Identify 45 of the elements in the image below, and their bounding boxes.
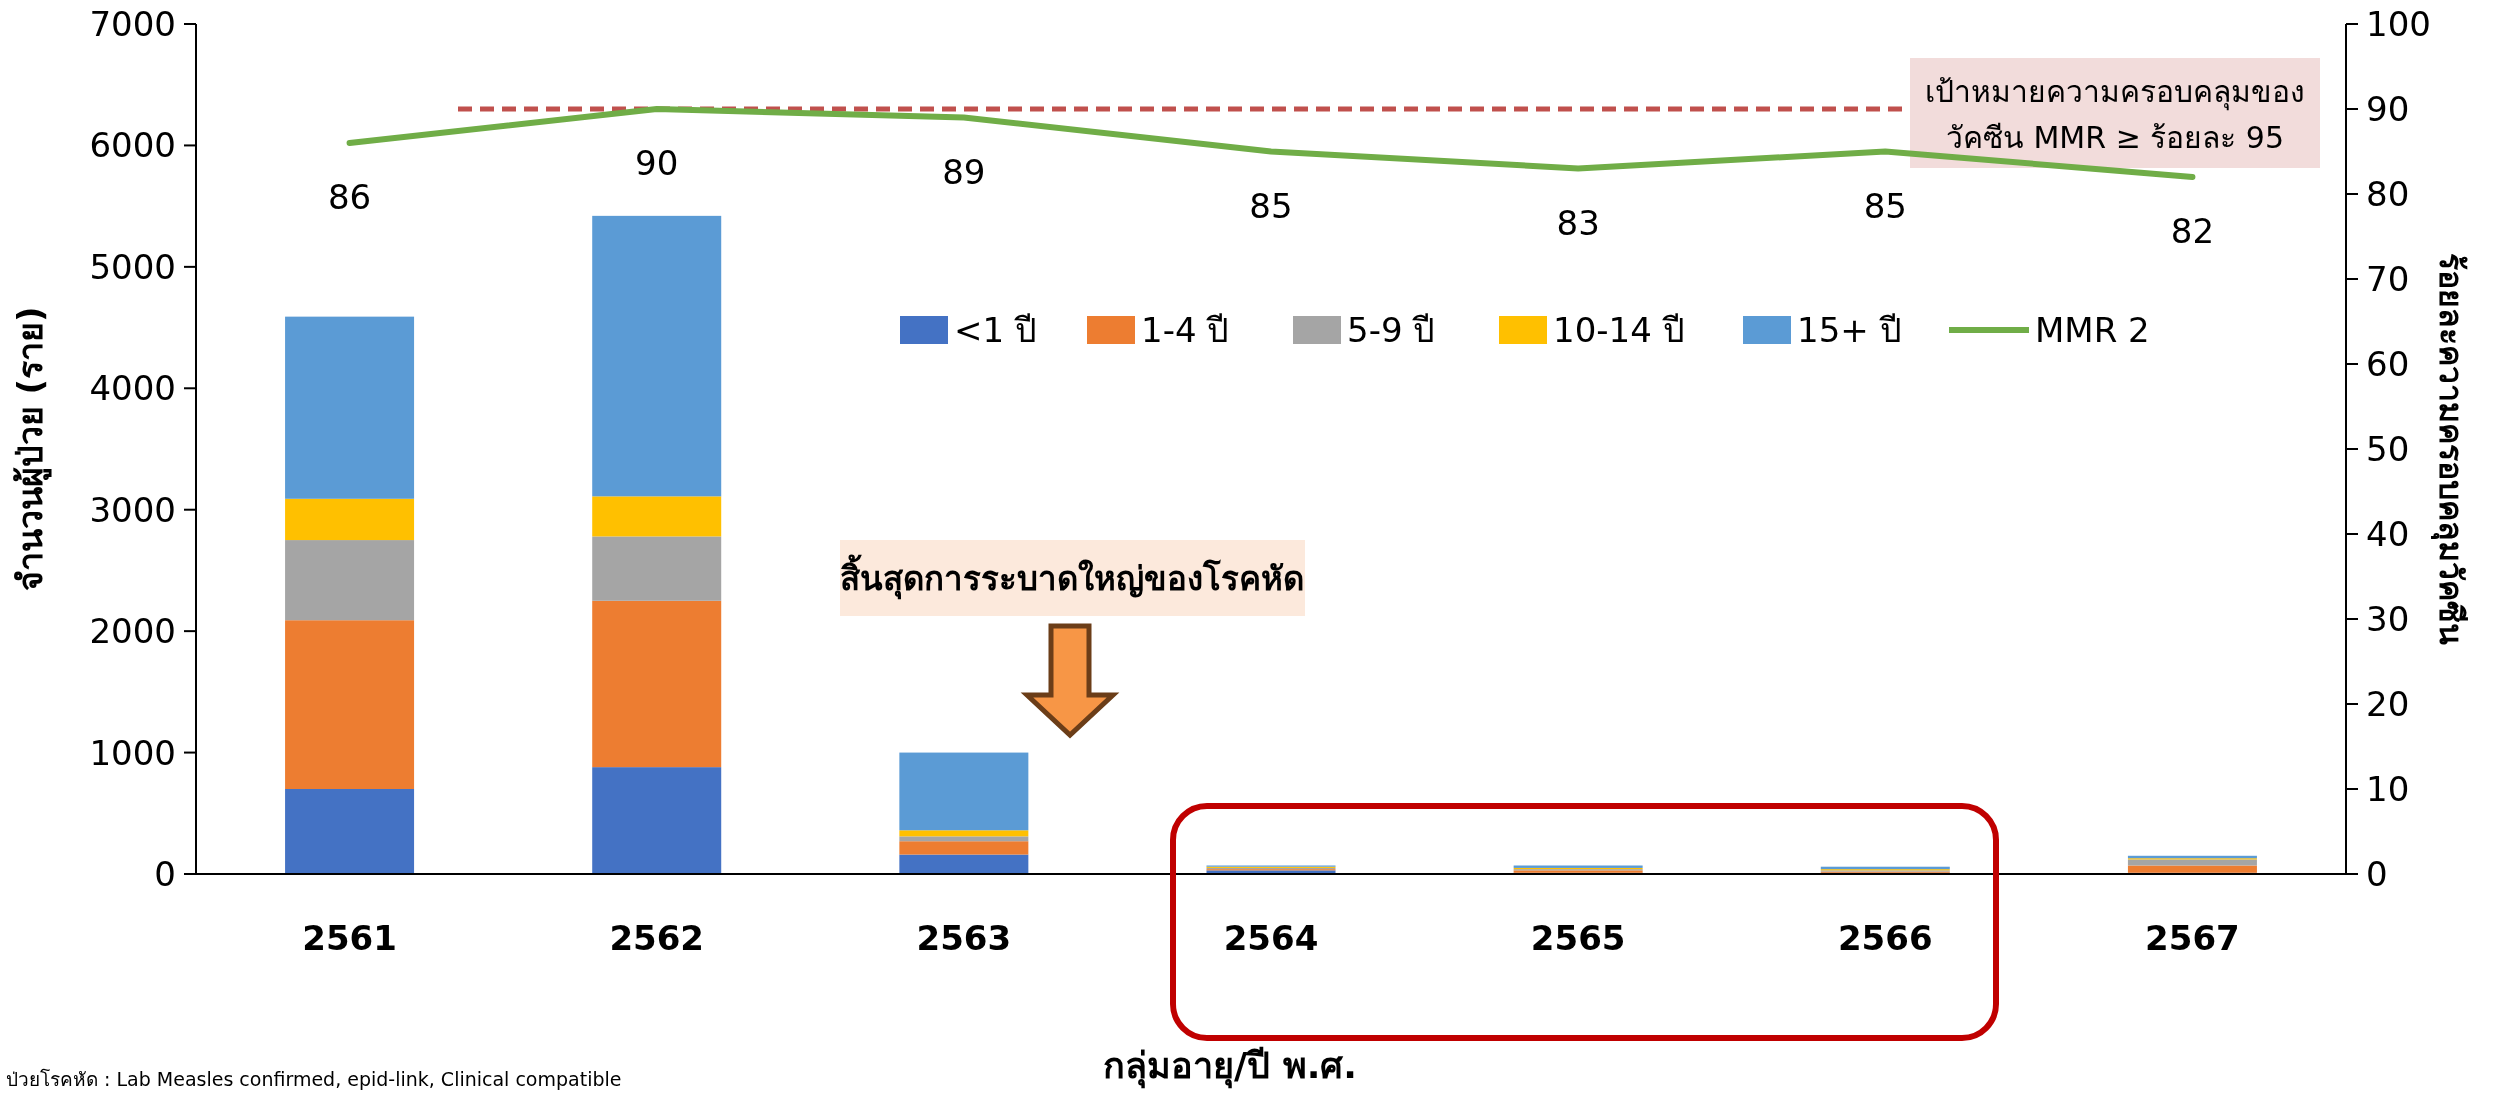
legend-label: 10-14 ปี [1553, 310, 1685, 350]
x-tick-label: 2561 [302, 918, 397, 958]
y2-tick-label: 60 [2366, 344, 2410, 384]
legend-label: <1 ปี [954, 310, 1037, 350]
y2-tick-label: 30 [2366, 599, 2410, 639]
y2-tick-label: 40 [2366, 514, 2410, 554]
y2-tick-label: 90 [2366, 89, 2410, 129]
text: ป่วยโรคหัด : Lab Measles confirmed, epid-link, Clinical compatible [6, 1068, 622, 1090]
y-axis-title: จำนวนผู้ป่วย (ราย) [10, 306, 52, 592]
data-label: 85 [1249, 185, 1293, 226]
y-tick-label: 5000 [89, 246, 176, 287]
data-label: 89 [942, 151, 986, 192]
data-label: 83 [1556, 202, 1600, 243]
legend-label: MMR 2 [2035, 310, 2150, 350]
x-tick-label: 2562 [609, 918, 705, 958]
x-tick-label: 2563 [916, 918, 1012, 958]
y2-tick-label: 70 [2366, 259, 2410, 299]
y-tick-label: 3000 [89, 489, 176, 530]
ref-line-label: เป้าหมายความครอบคลุมของ วัคซีน MMR ≥ ร้อยละ 95 [1925, 74, 2305, 155]
x-tick-label: 2566 [1837, 918, 1933, 958]
data-label: 86 [327, 177, 372, 217]
data-label: 85 [1863, 185, 1907, 226]
data-label: 82 [2170, 211, 2215, 251]
y-tick-label: 2000 [89, 611, 176, 652]
legend-label: 5-9 ปี [1347, 310, 1436, 350]
x-tick-label: 2565 [1530, 918, 1626, 958]
x-axis-title: กลุ่มอายุ/ปี พ.ศ. [1102, 1045, 1358, 1089]
y2-tick-label: 0 [2366, 854, 2388, 894]
y-tick-label: 7000 [89, 4, 176, 44]
y-tick-label: 1000 [89, 732, 176, 773]
y2-tick-label: 80 [2366, 174, 2410, 214]
y2-axis-title: ร้อยละความครอบคลุมวัคซีน [2430, 253, 2470, 645]
x-tick-label: 2564 [1223, 918, 1319, 958]
x-tick-label: 2567 [2145, 918, 2240, 958]
legend-label: 15+ ปี [1797, 310, 1902, 350]
y2-tick-label: 20 [2366, 684, 2410, 724]
annotation: สิ้นสุดการระบาดใหญ่ของโรคหัด [840, 554, 1304, 600]
data-label: 90 [635, 143, 679, 183]
y-tick-label: 0 [154, 854, 176, 894]
y-tick-label: 4000 [89, 368, 176, 409]
y2-tick-label: 100 [2366, 4, 2431, 44]
y2-tick-label: 10 [2366, 769, 2410, 809]
legend-label: 1-4 ปี [1141, 310, 1230, 350]
y2-tick-label: 50 [2366, 429, 2410, 469]
y-tick-label: 6000 [89, 125, 176, 166]
